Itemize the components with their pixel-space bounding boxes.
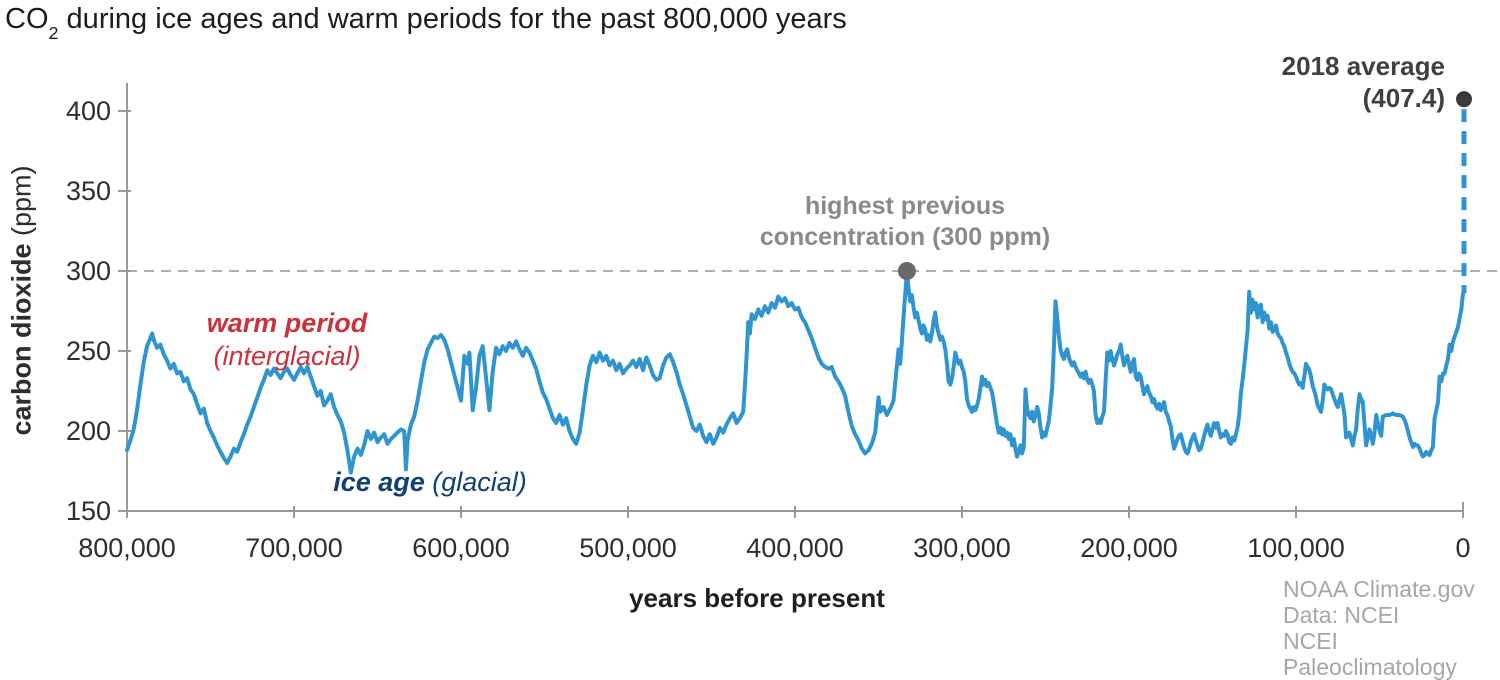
x-tick-label: 600,000 — [412, 533, 510, 563]
x-tick-label: 700,000 — [245, 533, 343, 563]
y-tick-label: 350 — [66, 176, 111, 206]
2018-average-dot — [1456, 91, 1472, 108]
interglacial-label: (interglacial) — [213, 341, 361, 371]
annotation-2018-average: 2018 average (407.4) — [1282, 50, 1445, 114]
y-axis-label-bold: carbon dioxide — [6, 242, 37, 436]
y-axis-label-units: (ppm) — [6, 164, 37, 243]
ice-age-label: ice age — [333, 467, 425, 497]
x-tick-label: 500,000 — [579, 533, 677, 563]
co2-line-chart: 150 200 250 300 350 400 800,000 700,000 600,000 5… — [66, 83, 1497, 563]
credit-noaa: NOAA Climate.gov — [1283, 576, 1475, 602]
chart-title: CO2 during ice ages and warm periods for… — [5, 3, 847, 43]
y-axis-label: carbon dioxide (ppm) — [0, 85, 44, 515]
x-tick-label: 200,000 — [1080, 533, 1178, 563]
x-tick-label: 400,000 — [746, 533, 844, 563]
annotation-highest-line1: highest previous — [804, 192, 1006, 220]
warm-period-label: warm period — [206, 308, 368, 338]
annotation-ice-age: ice age (glacial) — [290, 467, 570, 498]
annotation-2018-line1: 2018 average — [1281, 51, 1445, 81]
credit-clipped-line: NCEI Paleoclimatology — [1283, 628, 1457, 680]
annotation-2018-line2: (407.4) — [1362, 83, 1445, 113]
credit-data-source: Data: NCEI — [1283, 602, 1400, 628]
glacial-label: (glacial) — [424, 467, 527, 497]
annotation-highest-previous: highest previous concentration (300 ppm) — [705, 191, 1105, 253]
x-axis-label: years before present — [629, 583, 885, 613]
y-tick-label: 150 — [66, 496, 111, 526]
x-tick-label: 100,000 — [1247, 533, 1345, 563]
y-tick-label: 250 — [66, 336, 111, 366]
credits: NOAA Climate.gov Data: NCEI NCEI Paleocl… — [1283, 576, 1500, 680]
y-tick-label: 400 — [66, 96, 111, 126]
x-tick-label: 0 — [1455, 533, 1470, 563]
highest-previous-dot — [897, 262, 916, 280]
x-tick-label: 800,000 — [78, 533, 176, 563]
annotation-highest-line2: concentration (300 ppm) — [759, 223, 1051, 251]
annotation-warm-period: warm period (interglacial) — [147, 307, 427, 373]
co2-curve — [125, 270, 1465, 475]
y-tick-label: 200 — [66, 416, 111, 446]
x-tick-label: 300,000 — [913, 533, 1011, 563]
y-tick-label: 300 — [66, 256, 111, 286]
